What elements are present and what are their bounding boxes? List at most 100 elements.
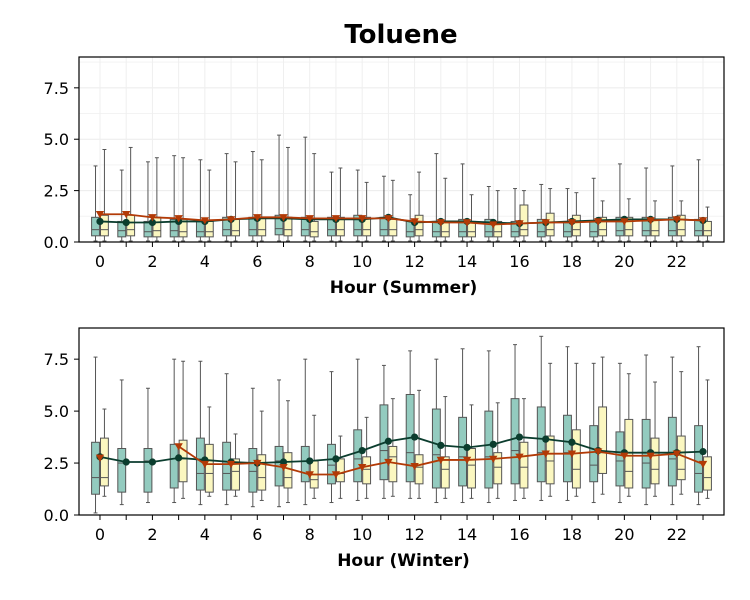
winter-box-body [222,441,232,491]
summer-box-body [309,220,319,238]
summer-mean-point [357,215,367,223]
summer-mean-point [305,215,314,223]
summer-box-body [484,218,494,238]
winter-xtick-label: 0 [95,525,105,544]
winter-x-axis-title: Hour (Winter) [337,551,470,571]
winter-mean-point [279,464,288,472]
winter-box-body [388,445,398,483]
summer-box-body [493,220,503,238]
winter-mean-point [436,456,446,464]
winter-mean-point [463,443,471,452]
winter-mean-point [122,458,130,466]
summer-xtick-label: 4 [200,252,210,271]
winter-mean-point [305,471,314,479]
summer-box-body [327,216,336,237]
winter-box-body [536,406,546,483]
winter-box-body [519,441,529,489]
winter-box-body [169,443,179,489]
winter-mean-point [174,443,183,451]
summer-box-body [353,214,363,237]
winter-ytick-label: 7.5 [44,350,69,369]
summer-box-body [143,220,153,238]
winter-xtick-label: 2 [147,525,157,544]
summer-mean-point [95,211,105,219]
summer-ytick-label: 5.0 [44,130,69,149]
winter-mean-point [672,450,682,458]
summer-mean-point [515,220,524,228]
summer-mean-point [121,211,131,219]
winter-mean-point [95,454,105,462]
winter-box-body [467,448,476,489]
summer-mean-point [593,218,603,226]
winter-xtick-label: 10 [352,525,372,544]
summer-mean-point [96,217,104,226]
winter-box-body [458,416,468,487]
winter-box-body [484,410,494,489]
summer-mean-point [174,215,183,223]
summer-xtick-label: 20 [614,252,634,271]
winter-xtick-label: 4 [200,525,210,544]
winter-mean-point [175,454,183,462]
summer-mean-point [672,216,682,224]
summer-plot-frame [78,56,725,243]
chart-title: Toluene [344,20,457,50]
winter-box-body [143,448,153,493]
summer-box-body [274,214,284,236]
winter-panel: 0.0 2.5 5.0 7.5 0 2 4 6 8 10 12 14 16 18 20 22 Hour (Win… [44,327,725,571]
winter-mean-point [698,460,708,469]
summer-mean-point [200,217,210,225]
winter-box-body [703,456,712,491]
summer-panel: 0.0 2.5 5.0 7.5 0 2 4 6 8 10 12 14 16 18 20 22 Hour (Sum… [44,56,725,298]
winter-box-body [545,435,555,485]
winter-mean-point [568,438,576,446]
winter-box-body [231,458,240,491]
winter-mean-point [541,450,550,458]
winter-mean-point [462,456,472,464]
winter-box-body [598,406,608,474]
summer-box-body [641,216,651,237]
winter-mean-point [226,460,236,469]
winter-mean-point [331,471,341,479]
summer-grid [79,57,724,243]
winter-mean-point [358,446,366,455]
summer-xtick-label: 16 [509,252,529,271]
winter-mean-point [437,441,445,449]
winter-mean-point [593,448,603,456]
winter-box-body [493,452,503,485]
winter-box-body [91,441,100,495]
winter-boxes-b [100,356,712,504]
summer-box-body [615,216,625,237]
summer-mean-point [567,219,577,227]
summer-mean-point [698,217,708,225]
summer-mean-point [253,214,262,222]
summer-mean-point [410,218,419,226]
winter-xtick-label: 22 [667,525,687,544]
winter-box-body [248,448,258,493]
summer-mean-point [436,219,446,227]
winter-mean-point [279,458,288,466]
summer-xtick-label: 22 [667,252,687,271]
summer-mean-series-b [95,211,708,229]
summer-xtick-label: 0 [95,252,105,271]
summer-mean-point [489,221,498,229]
summer-box-body [510,220,520,238]
summer-boxes-b [100,146,712,242]
summer-mean-point [122,218,130,227]
summer-box-body [100,214,109,237]
summer-xtick-label: 14 [457,252,477,271]
summer-mean-point [226,216,236,224]
winter-box-body [117,448,127,493]
winter-box-body [100,437,109,487]
summer-box-body [222,216,232,237]
summer-box-body [589,220,599,238]
summer-mean-line [99,213,704,226]
summer-box-body [536,218,546,238]
winter-xtick-label: 14 [457,525,477,544]
winter-box-body [563,414,572,483]
winter-mean-point [646,452,655,460]
summer-mean-point [620,218,629,226]
winter-mean-point [620,452,629,460]
summer-xtick-label: 2 [147,252,157,271]
